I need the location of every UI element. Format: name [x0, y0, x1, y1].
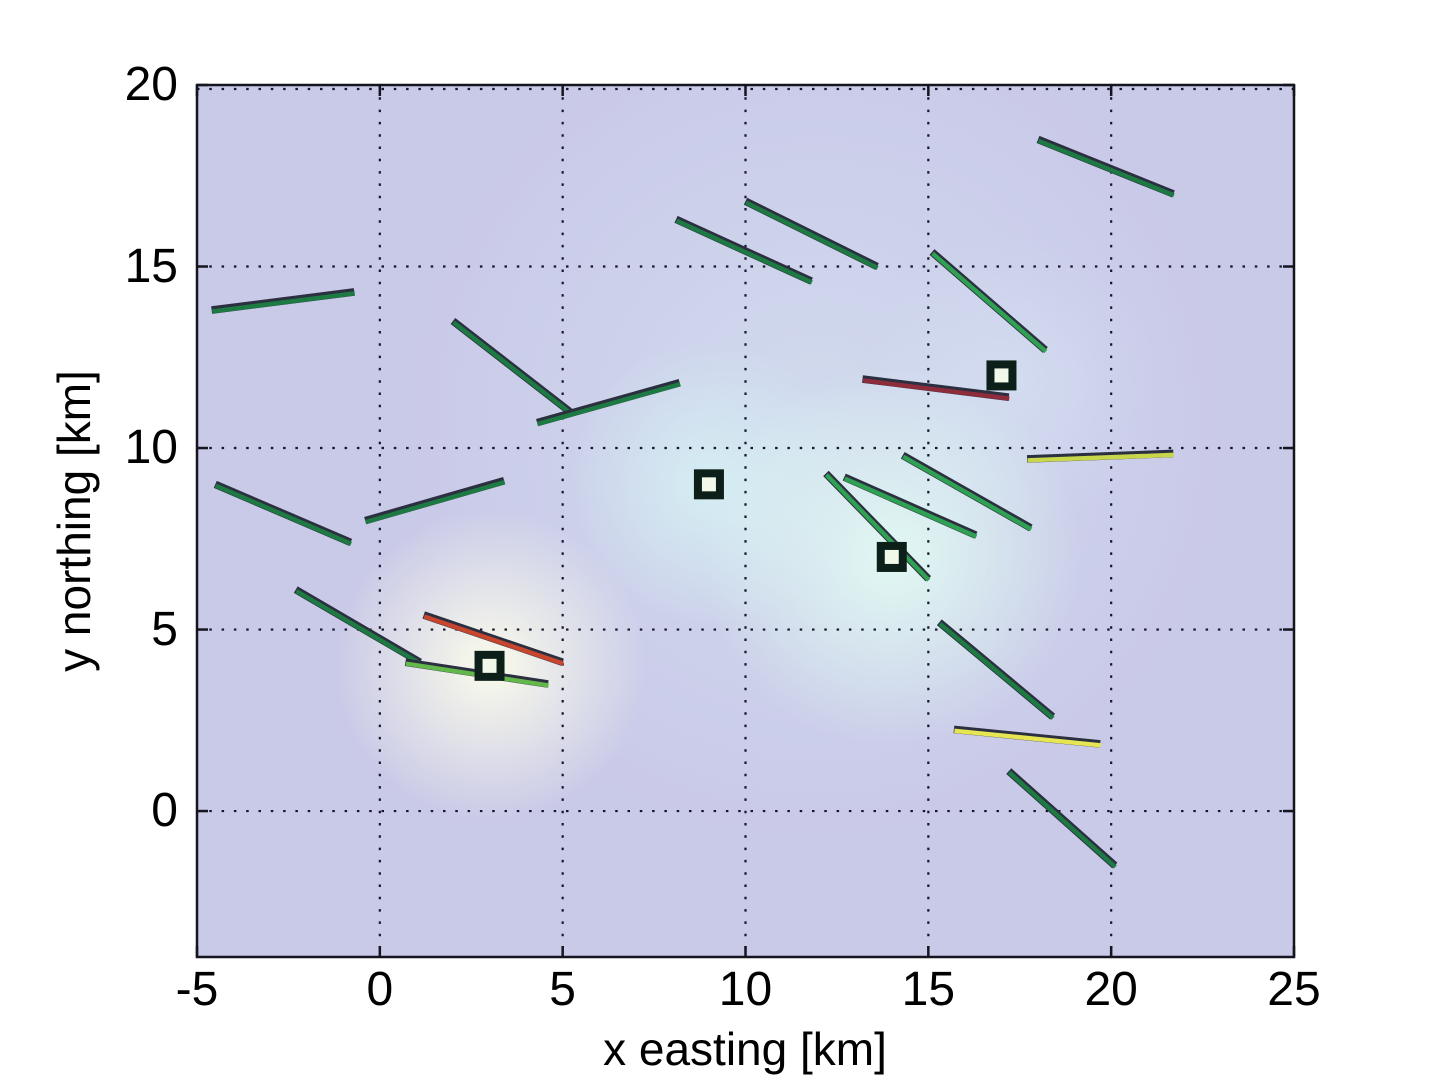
segment	[1027, 452, 1174, 463]
x-tick-label: 25	[1267, 963, 1321, 1016]
segment-layer	[211, 135, 1175, 869]
station-marker	[986, 360, 1017, 391]
segment	[675, 218, 813, 285]
x-tick-label: 0	[366, 963, 394, 1016]
x-axis-label: x easting [km]	[603, 1023, 887, 1075]
segment	[862, 378, 1010, 401]
x-tick-label: 20	[1084, 963, 1138, 1016]
segment	[824, 473, 931, 582]
y-tick-label: 20	[124, 58, 178, 111]
segment	[423, 614, 564, 666]
segment	[954, 728, 1101, 748]
y-tick-label: 0	[151, 784, 178, 838]
segment	[1007, 770, 1117, 869]
segment	[1037, 138, 1175, 198]
axis-ticks	[195, 83, 1296, 957]
y-tick-label: 15	[124, 239, 178, 293]
segment	[745, 200, 879, 270]
marker-layer	[474, 360, 1017, 681]
segment	[536, 381, 681, 427]
segment	[938, 621, 1055, 720]
segment	[295, 589, 422, 666]
segment	[214, 483, 352, 546]
segment	[365, 479, 506, 525]
station-marker	[474, 650, 505, 681]
x-tick-label: 5	[549, 963, 577, 1016]
field-background	[197, 85, 1294, 957]
segment	[211, 291, 356, 314]
x-tick-label: 15	[901, 963, 956, 1016]
y-axis-label: y northing [km]	[48, 370, 100, 672]
segment	[843, 476, 978, 539]
x-tick-label: 10	[718, 963, 773, 1016]
segment	[902, 454, 1033, 532]
station-marker	[693, 469, 724, 500]
station-marker	[876, 541, 907, 572]
y-tick-label: 10	[124, 421, 178, 475]
y-tick-label: 5	[151, 602, 178, 656]
segment	[452, 320, 572, 415]
grid-lines	[197, 85, 1294, 957]
segment	[931, 251, 1048, 354]
x-tick-label: -5	[175, 963, 219, 1016]
